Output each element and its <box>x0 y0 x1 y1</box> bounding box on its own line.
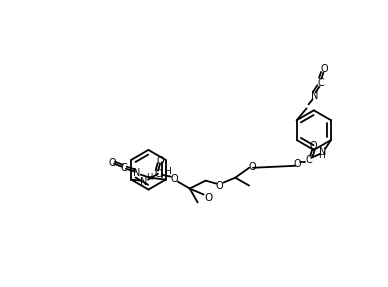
Text: H: H <box>318 151 324 160</box>
Text: O: O <box>309 141 317 151</box>
Text: C: C <box>306 155 313 165</box>
Text: O: O <box>170 174 178 184</box>
Text: N: N <box>311 92 318 102</box>
Text: O: O <box>248 162 256 172</box>
Text: H: H <box>146 173 152 182</box>
Text: O: O <box>293 159 301 169</box>
Text: O: O <box>320 64 328 74</box>
Text: C: C <box>155 169 161 179</box>
Text: N: N <box>319 147 327 157</box>
Text: O: O <box>108 158 116 168</box>
Text: C: C <box>121 163 127 173</box>
Text: O: O <box>156 156 164 166</box>
Text: O: O <box>216 181 223 191</box>
Text: C: C <box>317 77 324 88</box>
Text: O: O <box>204 193 213 203</box>
Text: N: N <box>133 168 140 178</box>
Text: H: H <box>165 167 171 176</box>
Text: N: N <box>140 177 148 187</box>
